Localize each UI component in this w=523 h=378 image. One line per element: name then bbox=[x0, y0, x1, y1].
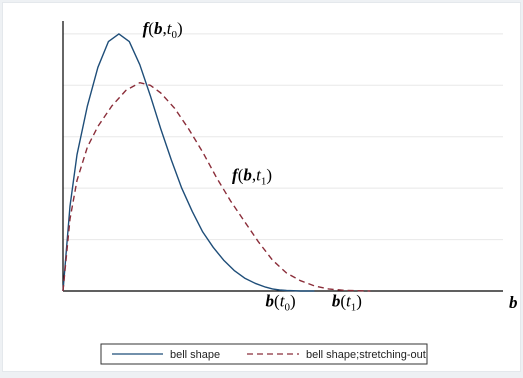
annotation-1: f(b,t1) bbox=[232, 165, 272, 187]
series-line-0 bbox=[62, 33, 315, 292]
legend-label-bell-shape-stretching: bell shape;stretching-out bbox=[306, 349, 426, 361]
chart: b f(b,t0) f(b,t1) b(t0) b(t1) bell shape be… bbox=[62, 19, 518, 365]
annotation-3: b(t1) bbox=[332, 291, 362, 313]
axes-layer: b bbox=[62, 21, 518, 312]
annotation-layer: f(b,t0) f(b,t1) b(t0) b(t1) bbox=[143, 19, 362, 314]
chart-panel: b f(b,t0) f(b,t1) b(t0) b(t1) bell shape be… bbox=[2, 2, 521, 372]
x-axis-label: b bbox=[509, 293, 518, 312]
grid-layer bbox=[63, 33, 503, 241]
legend-box bbox=[100, 343, 428, 365]
annotation-2: b(t0) bbox=[266, 291, 296, 313]
series-layer bbox=[62, 33, 371, 292]
annotation-0: f(b,t0) bbox=[143, 19, 183, 41]
legend-label-bell-shape: bell shape bbox=[170, 349, 220, 361]
series-line-1 bbox=[62, 82, 371, 292]
legend: bell shape bell shape;stretching-out bbox=[100, 343, 428, 365]
